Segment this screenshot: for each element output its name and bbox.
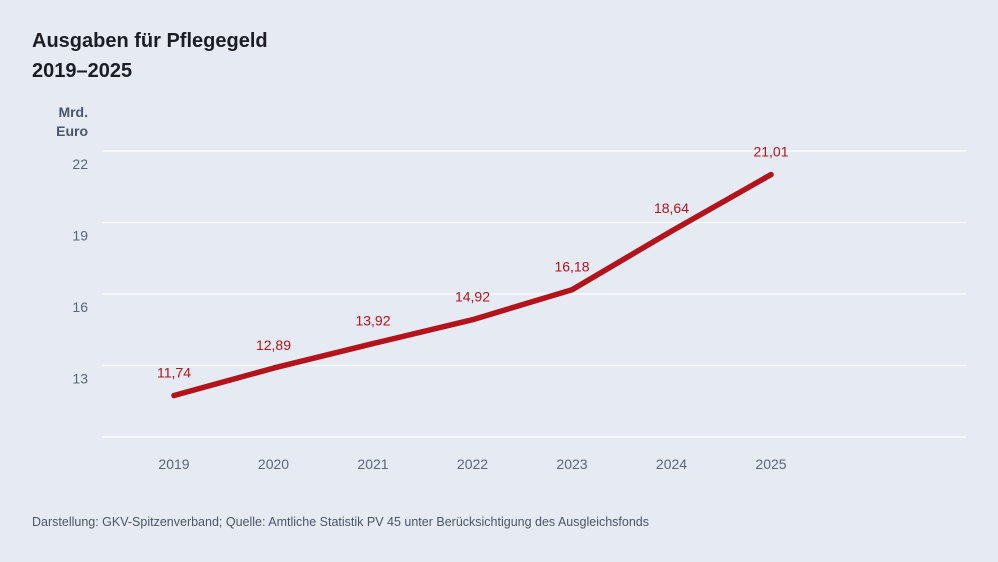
y-tick-label: 13 (72, 371, 88, 387)
y-axis-unit-line1: Mrd. (58, 104, 88, 120)
chart-title-line2: 2019–2025 (32, 60, 133, 82)
y-tick-label: 16 (72, 299, 88, 315)
x-tick-label: 2021 (357, 456, 388, 472)
x-tick-label: 2024 (656, 456, 687, 472)
chart-title: Ausgaben für Pflegegeld 2019–2025 (32, 26, 268, 86)
x-tick-label: 2023 (556, 456, 587, 472)
chart-title-line1: Ausgaben für Pflegegeld (32, 30, 268, 52)
x-tick-label: 2019 (158, 456, 189, 472)
data-point (370, 340, 376, 347)
x-tick-label: 2022 (457, 456, 488, 472)
y-tick-label: 19 (72, 228, 88, 244)
data-label: 11,74 (157, 365, 191, 381)
x-tick-label: 2020 (258, 456, 289, 472)
y-axis-unit: Mrd. Euro (30, 103, 88, 141)
x-tick-label: 2025 (755, 456, 786, 472)
data-point (768, 171, 774, 178)
source-note: Darstellung: GKV-Spitzenverband; Quelle:… (32, 515, 649, 529)
data-label: 16,18 (554, 259, 589, 275)
data-label: 13,92 (355, 313, 390, 329)
data-point (569, 287, 575, 293)
y-axis-unit-line2: Euro (56, 123, 88, 139)
data-point (270, 365, 277, 371)
data-point (469, 317, 476, 323)
data-label: 18,64 (654, 200, 689, 216)
data-point (171, 392, 177, 399)
data-label: 21,01 (753, 144, 788, 160)
data-label: 12,89 (256, 337, 291, 353)
data-label: 14,92 (455, 289, 490, 305)
y-tick-label: 22 (72, 156, 88, 172)
data-point (668, 228, 675, 234)
